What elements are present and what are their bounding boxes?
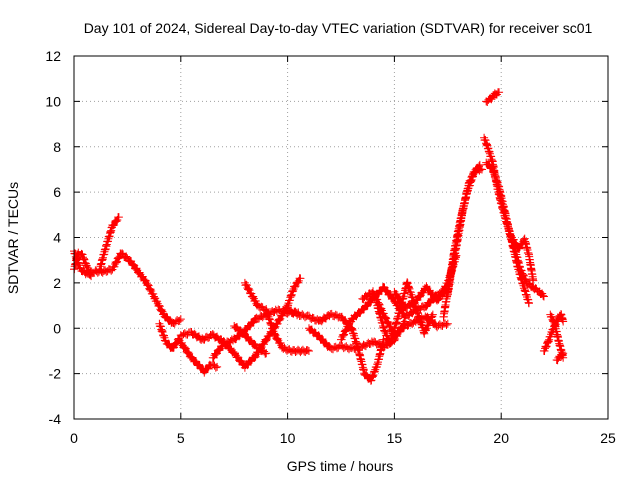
- y-axis-label: SDTVAR / TECUs: [5, 182, 21, 294]
- y-tick-label: 10: [45, 93, 61, 109]
- series-markers: [507, 233, 538, 285]
- series-markers: [358, 287, 452, 339]
- y-tick-label: -2: [49, 366, 62, 382]
- y-tick-label: 8: [53, 139, 61, 155]
- series-track-t: [507, 233, 538, 285]
- x-tick-label: 5: [177, 430, 185, 446]
- series-track-p: [443, 160, 484, 299]
- series-track-m: [373, 278, 437, 348]
- y-tick-label: 0: [53, 320, 61, 336]
- series-track-d: [155, 319, 222, 377]
- series-track-g: [240, 278, 313, 357]
- series-markers: [480, 133, 548, 301]
- series-track-w: [552, 349, 568, 365]
- series-track-r: [482, 158, 533, 308]
- series-track-s: [482, 88, 504, 106]
- series-markers: [439, 164, 486, 321]
- series-markers: [155, 319, 222, 377]
- plot-frame: [73, 55, 609, 420]
- series-markers: [240, 278, 313, 357]
- series-track-l: [358, 287, 452, 339]
- series-track-q: [480, 133, 548, 301]
- grid: [74, 56, 608, 419]
- series-markers: [373, 278, 437, 348]
- series-track-h: [230, 322, 271, 358]
- x-tick-label: 15: [387, 430, 403, 446]
- series-markers: [482, 88, 504, 106]
- x-axis-label: GPS time / hours: [287, 458, 394, 474]
- chart-title: Day 101 of 2024, Sidereal Day-to-day VTE…: [84, 20, 593, 36]
- y-tick-label: 4: [53, 230, 61, 246]
- x-tick-label: 20: [493, 430, 509, 446]
- y-tick-label: -4: [49, 411, 62, 427]
- series-markers: [552, 349, 568, 365]
- x-tick-label: 10: [280, 430, 296, 446]
- series-track-c: [95, 213, 123, 274]
- series-markers: [443, 160, 484, 299]
- x-tick-label: 25: [600, 430, 616, 446]
- y-tick-label: 12: [45, 48, 61, 64]
- series-markers: [95, 213, 123, 274]
- data-points: [70, 88, 568, 385]
- x-tick-label: 0: [70, 430, 78, 446]
- series-markers: [482, 158, 533, 308]
- series-markers: [230, 322, 271, 358]
- y-tick-label: 6: [53, 184, 61, 200]
- y-tick-label: 2: [53, 275, 61, 291]
- series-track-o: [439, 164, 486, 321]
